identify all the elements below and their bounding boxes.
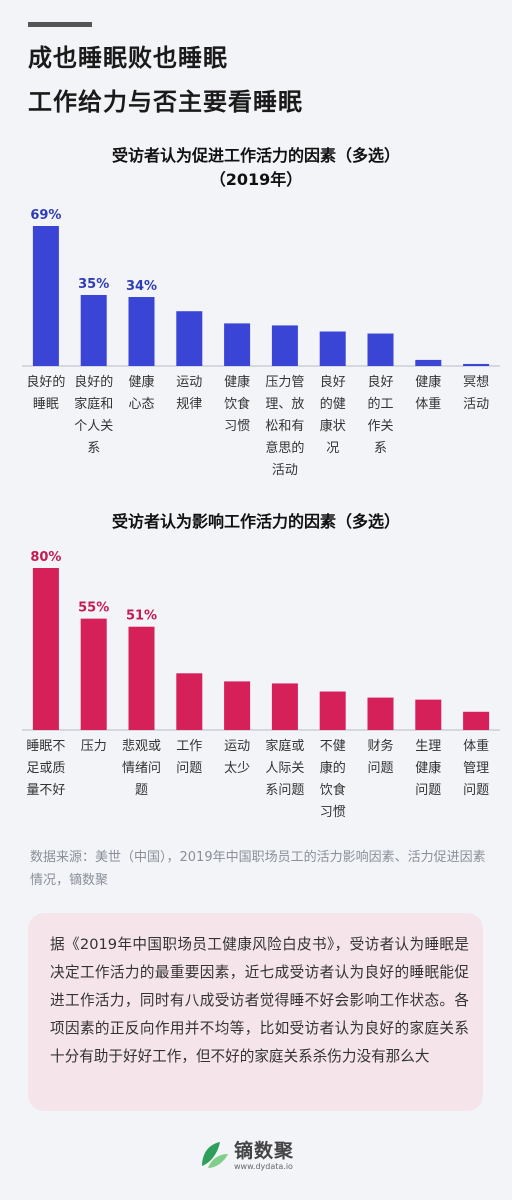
bar bbox=[271, 325, 298, 366]
bar-value-label: 51% bbox=[126, 609, 157, 624]
bar bbox=[224, 323, 251, 366]
category-label: 压力管理、放松和有意思的活动 bbox=[265, 375, 304, 478]
bar bbox=[176, 673, 203, 730]
bar bbox=[319, 691, 346, 730]
category-label: 不健康的饮食习惯 bbox=[320, 739, 346, 820]
bar-value-label: 80% bbox=[30, 550, 61, 565]
brand-url: www.dydata.io bbox=[234, 1162, 293, 1171]
category-label: 财务问题 bbox=[367, 738, 393, 776]
promote-factors-chart: 69% 良好的睡眠 35% 良好的家庭和个人关系 34% 健康心态运动规律健康饮食习惯压力… bbox=[22, 208, 500, 478]
summary-card: 据《2019年中国职场员工健康风险白皮书》，受访者认为睡眠是决定工作活力的最重要… bbox=[28, 913, 483, 1111]
chart1-subtitle: （2019年） bbox=[209, 170, 303, 189]
bar bbox=[463, 363, 490, 366]
category-label: 良好的工作关系 bbox=[367, 374, 393, 456]
category-label: 工作问题 bbox=[176, 739, 202, 776]
bar bbox=[271, 683, 298, 730]
category-label: 健康体重 bbox=[415, 374, 441, 412]
bar bbox=[80, 618, 107, 730]
brand-logo: 镝数聚 www.dydata.io bbox=[198, 1136, 328, 1176]
impact-factors-chart: 80% 睡眠不足或质量不好 55% 压力 51% 悲观或情绪问题工作问题运动太少家庭或人际… bbox=[22, 550, 500, 820]
category-label: 悲观或情绪问题 bbox=[122, 738, 161, 798]
bar bbox=[367, 333, 394, 366]
bar-value-label: 35% bbox=[78, 277, 109, 292]
chart2-title: 受访者认为影响工作活力的因素（多选） bbox=[111, 512, 400, 531]
bar bbox=[80, 294, 107, 366]
bar-value-label: 69% bbox=[30, 208, 61, 223]
brand-name: 镝数聚 bbox=[234, 1140, 295, 1162]
category-label: 压力 bbox=[81, 739, 107, 754]
leaf-logo-icon bbox=[202, 1142, 228, 1168]
bar bbox=[128, 626, 155, 730]
bar-value-label: 55% bbox=[78, 601, 109, 616]
bar bbox=[415, 359, 442, 366]
bar bbox=[32, 226, 59, 366]
data-source-note: 数据来源：美世（中国），2019年中国职场员工的活力影响因素、活力促进因素情况，… bbox=[30, 850, 486, 888]
category-label: 睡眠不足或质量不好 bbox=[26, 739, 65, 798]
bar-value-label: 34% bbox=[126, 279, 157, 294]
bar bbox=[224, 681, 251, 730]
title-accent-bar bbox=[28, 22, 92, 27]
category-label: 运动太少 bbox=[224, 739, 250, 776]
bar bbox=[176, 311, 203, 366]
category-label: 健康心态 bbox=[128, 374, 154, 412]
bar bbox=[128, 297, 155, 366]
page-title-line2: 工作给力与否主要看睡眠 bbox=[28, 88, 303, 116]
bar bbox=[367, 697, 394, 730]
bar bbox=[319, 331, 346, 366]
category-label: 冥想活动 bbox=[463, 374, 489, 412]
summary-text: 据《2019年中国职场员工健康风险白皮书》，受访者认为睡眠是决定工作活力的最重要… bbox=[50, 936, 469, 1065]
category-label: 家庭或人际关系问题 bbox=[265, 738, 304, 798]
category-label: 体重管理问题 bbox=[463, 738, 489, 798]
category-label: 生理健康问题 bbox=[415, 739, 441, 798]
chart1-title: 受访者认为促进工作活力的因素（多选） bbox=[111, 146, 400, 165]
bar bbox=[415, 699, 442, 730]
category-label: 良好的健康状况 bbox=[320, 374, 346, 456]
category-label: 良好的睡眠 bbox=[26, 374, 65, 412]
bar bbox=[463, 711, 490, 730]
category-label: 良好的家庭和个人关系 bbox=[74, 374, 113, 456]
category-label: 健康饮食习惯 bbox=[224, 374, 250, 434]
bar bbox=[32, 568, 59, 730]
page-title-line1: 成也睡眠败也睡眠 bbox=[28, 44, 228, 72]
category-label: 运动规律 bbox=[176, 375, 202, 412]
